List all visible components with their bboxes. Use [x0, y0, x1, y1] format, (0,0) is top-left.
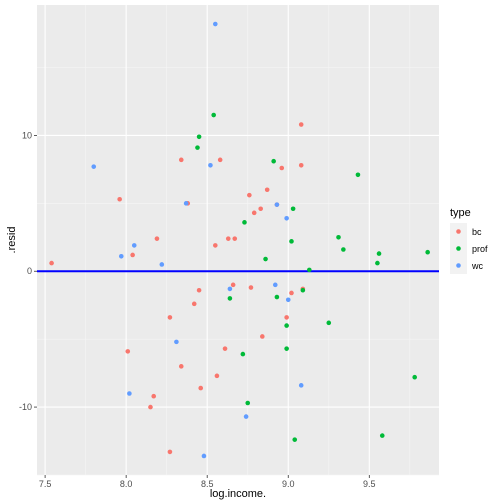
data-point-bc: [130, 252, 135, 258]
data-points: [49, 21, 430, 459]
data-point-bc: [178, 157, 184, 163]
y-tick-label: -10: [19, 402, 32, 412]
data-point-bc: [198, 385, 204, 391]
y-axis-title: .resid: [6, 227, 18, 254]
plot-panel: [37, 5, 439, 475]
data-point-bc: [196, 287, 202, 293]
y-tick-label: 0: [27, 266, 32, 276]
data-point-wc: [208, 162, 213, 168]
minor-gridlines: [37, 5, 439, 476]
y-tick-label: 10: [22, 130, 32, 140]
data-point-prof: [227, 296, 233, 301]
data-point-bc: [251, 210, 257, 216]
data-point-bc: [125, 349, 131, 354]
data-point-wc: [201, 453, 207, 459]
data-point-prof: [196, 134, 202, 140]
data-point-prof: [290, 206, 296, 212]
data-point-bc: [154, 236, 160, 241]
data-point-bc: [247, 192, 252, 198]
data-point-prof: [195, 145, 200, 150]
legend-marker-bc: [456, 229, 461, 234]
legend-marker-prof: [456, 246, 461, 251]
data-point-prof: [425, 249, 430, 255]
x-tick-label: 9.0: [282, 479, 295, 489]
data-point-bc: [191, 301, 197, 307]
data-point-wc: [284, 215, 289, 221]
data-point-wc: [272, 282, 278, 288]
data-point-bc: [213, 243, 218, 248]
legend-marker-wc: [456, 263, 461, 268]
data-point-bc: [151, 393, 157, 399]
data-point-bc: [258, 206, 263, 212]
data-point-bc: [148, 404, 153, 410]
data-point-wc: [174, 339, 179, 345]
data-point-bc: [167, 315, 173, 320]
data-point-bc: [217, 157, 223, 163]
data-point-wc: [131, 243, 137, 248]
data-point-prof: [245, 400, 251, 406]
data-point-wc: [227, 286, 233, 292]
data-point-prof: [355, 172, 361, 178]
data-point-bc: [289, 290, 294, 296]
data-point-prof: [412, 374, 417, 380]
data-point-bc: [248, 285, 254, 290]
data-point-prof: [242, 220, 247, 225]
legend-label-prof: prof: [472, 244, 488, 254]
data-point-bc: [225, 236, 231, 241]
data-point-bc: [230, 282, 236, 288]
data-point-bc: [178, 364, 184, 369]
data-point-bc: [298, 122, 304, 127]
data-point-wc: [91, 164, 97, 169]
data-point-wc: [159, 262, 165, 267]
data-point-prof: [274, 294, 280, 300]
x-axis-title: log.income.: [210, 488, 266, 500]
data-point-prof: [284, 346, 289, 351]
legend-title: type: [450, 207, 471, 219]
data-point-bc: [260, 334, 265, 339]
data-point-wc: [183, 201, 189, 206]
data-point-prof: [289, 239, 294, 244]
x-tick-label: 8.0: [120, 479, 133, 489]
data-point-bc: [232, 236, 238, 241]
data-point-prof: [300, 287, 306, 293]
data-point-prof: [379, 433, 385, 438]
legend-label-wc: wc: [471, 261, 483, 271]
x-tick-label: 9.5: [363, 479, 376, 489]
data-point-prof: [375, 260, 380, 266]
data-point-bc: [264, 187, 270, 193]
data-point-wc: [213, 21, 218, 27]
data-point-prof: [292, 437, 298, 442]
data-point-wc: [298, 383, 304, 388]
data-point-bc: [167, 449, 173, 455]
data-point-bc: [222, 346, 228, 351]
legend: type bc prof wc: [450, 207, 488, 274]
data-point-bc: [49, 260, 54, 266]
data-point-bc: [284, 315, 289, 320]
data-point-bc: [117, 196, 122, 202]
data-point-prof: [211, 112, 216, 118]
data-point-wc: [243, 414, 249, 419]
x-axis: 7.5 8.0 8.5 9.0 9.5: [39, 475, 376, 489]
data-point-wc: [274, 202, 280, 207]
data-point-prof: [326, 320, 332, 326]
data-point-bc: [298, 162, 304, 168]
data-point-prof: [376, 251, 382, 256]
data-point-prof: [240, 351, 246, 357]
data-point-prof: [284, 323, 289, 328]
data-point-prof: [307, 267, 312, 273]
data-point-bc: [279, 165, 285, 171]
data-point-prof: [341, 247, 346, 252]
legend-label-bc: bc: [472, 227, 482, 237]
data-point-prof: [263, 256, 268, 262]
y-axis: -10 0 10: [19, 130, 37, 412]
x-tick-label: 7.5: [39, 479, 52, 489]
data-point-prof: [271, 158, 276, 164]
data-point-prof: [336, 234, 341, 240]
data-point-bc: [214, 373, 220, 379]
data-point-wc: [118, 254, 124, 259]
data-point-wc: [127, 391, 132, 396]
x-tick-label: 8.5: [201, 479, 214, 489]
data-point-wc: [285, 297, 291, 303]
